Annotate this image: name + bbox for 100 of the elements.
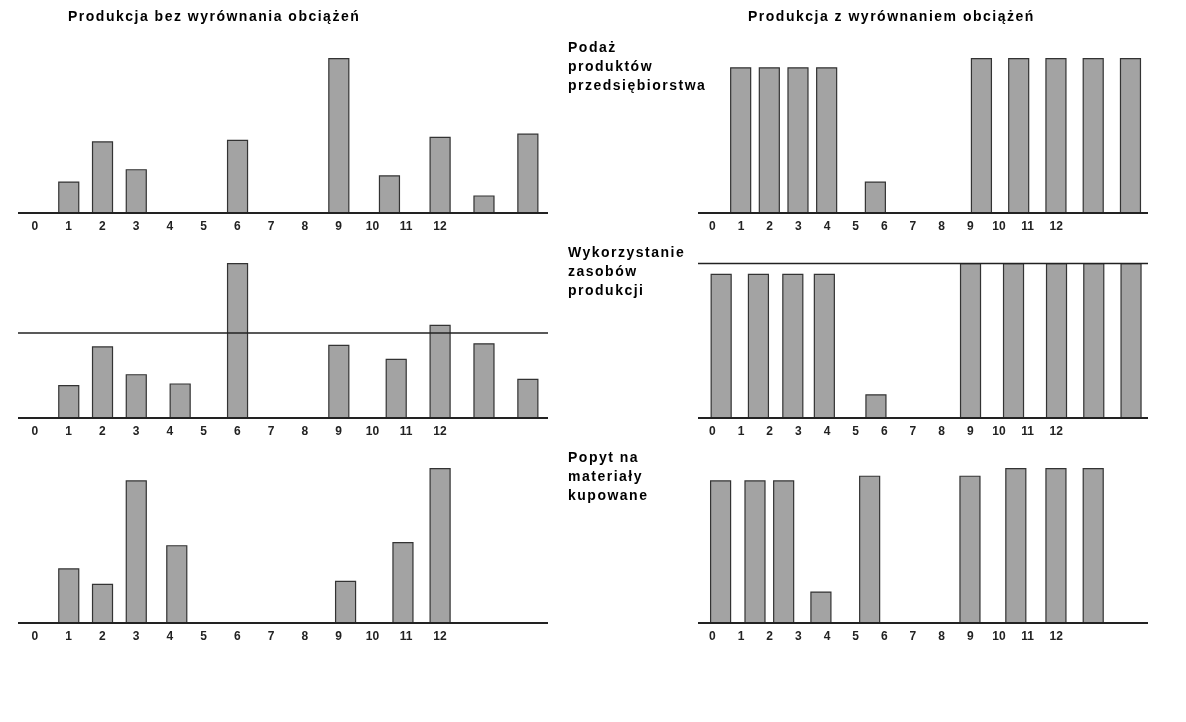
x-tick-label: 1	[65, 423, 73, 438]
x-tick-label: 11	[1021, 423, 1035, 438]
x-tick-label: 1	[65, 628, 73, 643]
chart-title: Produkcja bez wyrównania obciążeń	[67, 8, 362, 26]
bar	[810, 591, 832, 623]
bar	[1045, 467, 1067, 623]
x-tick-label: 9	[966, 423, 974, 438]
bar	[91, 583, 114, 623]
x-tick-label: 4	[166, 423, 174, 438]
bar	[125, 169, 147, 213]
x-tick-label: 4	[823, 628, 831, 643]
bar	[226, 262, 249, 418]
bar	[429, 467, 451, 623]
bar	[773, 480, 795, 623]
y-axis-title: Popyt na materiały kupowane	[568, 448, 650, 505]
x-tick-label: 8	[301, 218, 309, 233]
x-tick-label: 2	[99, 423, 107, 438]
x-tick-label: 12	[1049, 423, 1064, 438]
x-tick-label: 8	[301, 423, 309, 438]
x-tick-label: 7	[267, 628, 275, 643]
x-tick-label: 4	[823, 218, 831, 233]
x-tick-label: 3	[794, 218, 802, 233]
x-tick-label: 11	[1021, 628, 1035, 643]
x-tick-label: 7	[267, 218, 275, 233]
x-tick-label: 5	[200, 423, 208, 438]
x-tick-label: 9	[966, 218, 974, 233]
x-tick-label: 9	[335, 628, 343, 643]
bar	[334, 580, 357, 623]
bar	[473, 195, 495, 213]
x-tick-label: 3	[794, 628, 802, 643]
x-tick-label: 0	[31, 628, 39, 643]
bar	[385, 358, 407, 418]
x-tick-label: 1	[737, 628, 745, 643]
bar	[959, 475, 981, 623]
x-tick-label: 1	[737, 218, 745, 233]
x-tick-label: 11	[399, 218, 413, 233]
x-tick-label: 10	[992, 628, 1006, 643]
x-tick-label: 12	[433, 218, 447, 233]
y-axis-title: Podaż produktów przedsiębiorstwa	[568, 38, 707, 95]
x-tick-label: 10	[992, 423, 1006, 438]
bar	[58, 384, 80, 418]
x-tick-label: 1	[65, 218, 73, 233]
x-tick-label: 5	[852, 218, 860, 233]
x-tick-label: 9	[335, 218, 343, 233]
x-tick-label: 11	[399, 628, 413, 643]
x-tick-label: 7	[267, 423, 275, 438]
x-tick-label: 3	[794, 423, 802, 438]
x-tick-label: 1	[737, 423, 745, 438]
x-tick-label: 7	[909, 628, 917, 643]
x-tick-label: 8	[938, 423, 946, 438]
bar	[744, 480, 766, 623]
bar	[166, 545, 188, 623]
x-tick-label: 5	[852, 423, 860, 438]
x-tick-label: 0	[708, 628, 716, 643]
x-tick-label: 8	[938, 218, 946, 233]
x-tick-label: 10	[365, 423, 380, 438]
bar	[58, 568, 80, 623]
x-tick-label: 9	[966, 628, 974, 643]
x-tick-label: 5	[200, 628, 208, 643]
x-tick-label: 6	[234, 628, 242, 643]
x-tick-label: 0	[31, 218, 39, 233]
bar	[710, 480, 732, 623]
x-tick-label: 12	[433, 423, 447, 438]
y-axis-title: Wykorzystanie zasobów produkcji	[568, 243, 687, 300]
bar	[91, 141, 114, 213]
x-tick-label: 0	[708, 218, 716, 233]
x-tick-label: 7	[909, 423, 917, 438]
x-tick-label: 11	[1021, 218, 1035, 233]
bar	[125, 374, 147, 418]
x-tick-label: 4	[166, 628, 174, 643]
x-tick-label: 3	[132, 218, 140, 233]
x-tick-label: 3	[132, 628, 140, 643]
x-tick-label: 4	[166, 218, 174, 233]
bar	[328, 344, 350, 418]
x-tick-label: 0	[31, 423, 39, 438]
bar	[1005, 467, 1027, 623]
bar	[517, 133, 539, 213]
bar	[328, 57, 350, 213]
bar	[859, 475, 881, 623]
bar	[517, 378, 539, 418]
bar	[125, 480, 147, 623]
x-tick-label: 4	[823, 423, 831, 438]
x-tick-label: 10	[365, 218, 380, 233]
x-tick-label: 2	[766, 423, 774, 438]
x-tick-label: 5	[200, 218, 208, 233]
bar	[1082, 467, 1104, 623]
x-tick-label: 9	[335, 423, 343, 438]
x-tick-label: 10	[992, 218, 1006, 233]
bar	[392, 542, 414, 623]
bar	[169, 383, 191, 418]
x-tick-label: 7	[909, 218, 917, 233]
x-tick-label: 2	[99, 628, 107, 643]
x-tick-label: 0	[708, 423, 716, 438]
x-tick-label: 12	[1049, 218, 1064, 233]
x-tick-label: 8	[301, 628, 309, 643]
x-tick-label: 10	[365, 628, 380, 643]
x-tick-label: 6	[234, 218, 242, 233]
x-tick-label: 6	[880, 218, 888, 233]
bar	[429, 136, 451, 213]
x-tick-label: 2	[766, 628, 774, 643]
